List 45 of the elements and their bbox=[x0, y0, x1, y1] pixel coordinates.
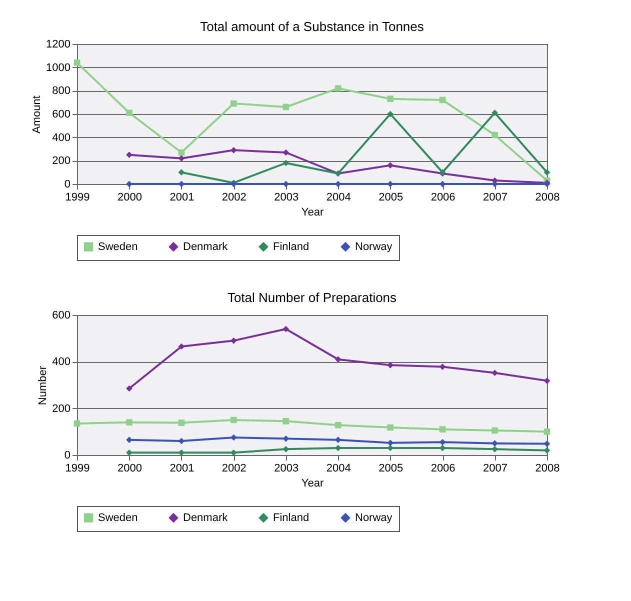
legend-label: Sweden bbox=[98, 512, 138, 524]
y-tick-label: 200 bbox=[52, 402, 70, 415]
y-tick-label: 600 bbox=[52, 108, 70, 120]
x-tick-label: 2007 bbox=[483, 462, 508, 474]
y-tick-label: 800 bbox=[52, 85, 70, 98]
y-tick-label: 600 bbox=[52, 310, 70, 322]
legend-label: Finland bbox=[273, 512, 310, 524]
x-tick-label: 2001 bbox=[170, 462, 194, 474]
x-tick-label: 2004 bbox=[326, 192, 351, 204]
y-tick-label: 400 bbox=[52, 132, 70, 144]
x-tick-label: 2006 bbox=[430, 462, 456, 474]
legend-label: Finland bbox=[273, 240, 310, 253]
y-tick-label: 400 bbox=[52, 356, 70, 368]
y-axis-title: Amount bbox=[31, 96, 44, 134]
x-tick-label: 2002 bbox=[222, 192, 246, 204]
y-tick-label: 0 bbox=[64, 450, 70, 462]
x-tick-label: 2006 bbox=[430, 192, 456, 204]
y-tick-label: 0 bbox=[64, 178, 70, 190]
x-tick-label: 1999 bbox=[65, 462, 90, 474]
legend-label: Denmark bbox=[183, 512, 228, 524]
y-tick-label: 200 bbox=[52, 155, 70, 168]
legend-label: Sweden bbox=[98, 240, 138, 253]
x-tick-label: 2000 bbox=[117, 462, 142, 474]
x-tick-label: 2003 bbox=[274, 192, 299, 204]
y-tick-label: 1000 bbox=[46, 62, 70, 74]
x-tick-label: 2007 bbox=[483, 192, 508, 204]
x-tick-label: 2005 bbox=[378, 192, 404, 204]
legend-label: Norway bbox=[355, 512, 393, 524]
x-tick-label: 2008 bbox=[535, 462, 560, 474]
x-axis-title: Year bbox=[301, 478, 324, 490]
x-tick-label: 2002 bbox=[222, 462, 246, 474]
y-axis-title: Number bbox=[37, 366, 50, 406]
x-tick-label: 2001 bbox=[170, 192, 194, 204]
y-tick-label: 1200 bbox=[46, 38, 70, 50]
chart-title: Total Number of Preparations bbox=[227, 290, 398, 305]
legend-label: Norway bbox=[355, 240, 393, 253]
x-tick-label: 2004 bbox=[326, 462, 351, 474]
x-axis-title: Year bbox=[301, 206, 324, 218]
x-tick-label: 2003 bbox=[274, 462, 299, 474]
x-tick-label: 2008 bbox=[535, 192, 560, 204]
x-tick-label: 1999 bbox=[65, 192, 90, 204]
x-tick-label: 2005 bbox=[378, 462, 404, 474]
legend-label: Denmark bbox=[183, 240, 228, 253]
chart-title: Total amount of a Substance in Tonnes bbox=[200, 19, 424, 34]
x-tick-label: 2000 bbox=[117, 192, 142, 204]
